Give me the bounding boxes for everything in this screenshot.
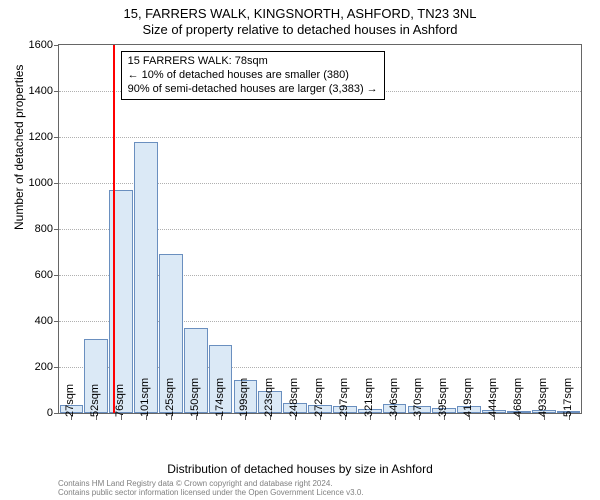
x-axis-label: Distribution of detached houses by size … [0,462,600,476]
xtick-label: 76sqm [114,384,126,417]
xtick-label: 27sqm [64,384,76,417]
xtick-label: 101sqm [139,378,151,417]
annotation-line: 90% of semi-detached houses are larger (… [128,83,378,97]
xtick-label: 174sqm [214,378,226,417]
xtick-label: 468sqm [512,378,524,417]
xtick-label: 248sqm [288,378,300,417]
ytick-label: 1400 [13,85,53,97]
xtick-label: 517sqm [562,378,574,417]
ytick-label: 1600 [13,39,53,51]
xtick-label: 370sqm [412,378,424,417]
ytick-mark [54,137,59,138]
chart-subtitle: Size of property relative to detached ho… [0,22,600,38]
xtick-label: 321sqm [363,378,375,417]
ytick-mark [54,321,59,322]
ytick-mark [54,183,59,184]
ytick-mark [54,45,59,46]
ytick-label: 1000 [13,177,53,189]
xtick-label: 223sqm [263,378,275,417]
chart-area: 0200400600800100012001400160027sqm52sqm7… [58,44,582,414]
xtick-label: 493sqm [537,378,549,417]
ytick-label: 800 [13,223,53,235]
xtick-label: 125sqm [164,378,176,417]
ytick-mark [54,275,59,276]
xtick-label: 444sqm [487,378,499,417]
bar [134,142,158,413]
gridline [59,137,581,138]
ytick-mark [54,91,59,92]
xtick-label: 297sqm [338,378,350,417]
ytick-label: 0 [13,407,53,419]
ytick-mark [54,367,59,368]
ytick-mark [54,229,59,230]
xtick-label: 150sqm [189,378,201,417]
xtick-label: 419sqm [462,378,474,417]
ytick-mark [54,413,59,414]
annotation-line: ← 10% of detached houses are smaller (38… [128,69,378,83]
ytick-label: 200 [13,361,53,373]
annotation-line: 15 FARRERS WALK: 78sqm [128,55,378,69]
ytick-label: 400 [13,315,53,327]
footer-attribution: Contains HM Land Registry data © Crown c… [58,479,364,498]
xtick-label: 199sqm [238,378,250,417]
footer-line: Contains public sector information licen… [58,488,364,498]
footer-line: Contains HM Land Registry data © Crown c… [58,479,364,489]
xtick-label: 395sqm [437,378,449,417]
ytick-label: 600 [13,269,53,281]
plot-region: 0200400600800100012001400160027sqm52sqm7… [58,44,582,414]
ytick-label: 1200 [13,131,53,143]
annotation-box: 15 FARRERS WALK: 78sqm← 10% of detached … [121,51,385,100]
chart-title: 15, FARRERS WALK, KINGSNORTH, ASHFORD, T… [0,6,600,22]
xtick-label: 272sqm [313,378,325,417]
reference-line [113,45,115,413]
xtick-label: 52sqm [89,384,101,417]
xtick-label: 346sqm [388,378,400,417]
